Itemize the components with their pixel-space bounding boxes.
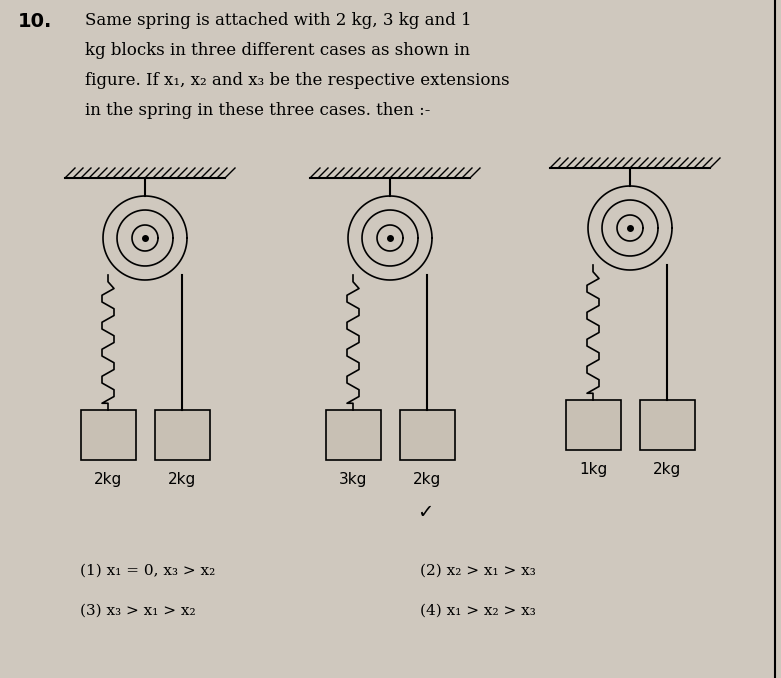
Text: 2kg: 2kg: [168, 472, 196, 487]
Text: (2) x₂ > x₁ > x₃: (2) x₂ > x₁ > x₃: [420, 564, 536, 578]
Text: ✓: ✓: [417, 502, 433, 521]
Bar: [155, 410, 209, 460]
Text: (1) x₁ = 0, x₃ > x₂: (1) x₁ = 0, x₃ > x₂: [80, 564, 216, 578]
Text: figure. If x₁, x₂ and x₃ be the respective extensions: figure. If x₁, x₂ and x₃ be the respecti…: [85, 72, 510, 89]
Bar: [326, 410, 380, 460]
Text: 1kg: 1kg: [579, 462, 607, 477]
Text: 10.: 10.: [18, 12, 52, 31]
Text: 2kg: 2kg: [413, 472, 441, 487]
Text: kg blocks in three different cases as shown in: kg blocks in three different cases as sh…: [85, 42, 470, 59]
Text: 2kg: 2kg: [94, 472, 122, 487]
Bar: [640, 400, 694, 450]
Text: 2kg: 2kg: [653, 462, 681, 477]
Bar: [400, 410, 455, 460]
Bar: [80, 410, 135, 460]
Text: Same spring is attached with 2 kg, 3 kg and 1: Same spring is attached with 2 kg, 3 kg …: [85, 12, 472, 29]
Text: (3) x₃ > x₁ > x₂: (3) x₃ > x₁ > x₂: [80, 604, 195, 618]
Text: (4) x₁ > x₂ > x₃: (4) x₁ > x₂ > x₃: [420, 604, 536, 618]
Text: in the spring in these three cases. then :-: in the spring in these three cases. then…: [85, 102, 430, 119]
Text: 3kg: 3kg: [339, 472, 367, 487]
Bar: [565, 400, 620, 450]
